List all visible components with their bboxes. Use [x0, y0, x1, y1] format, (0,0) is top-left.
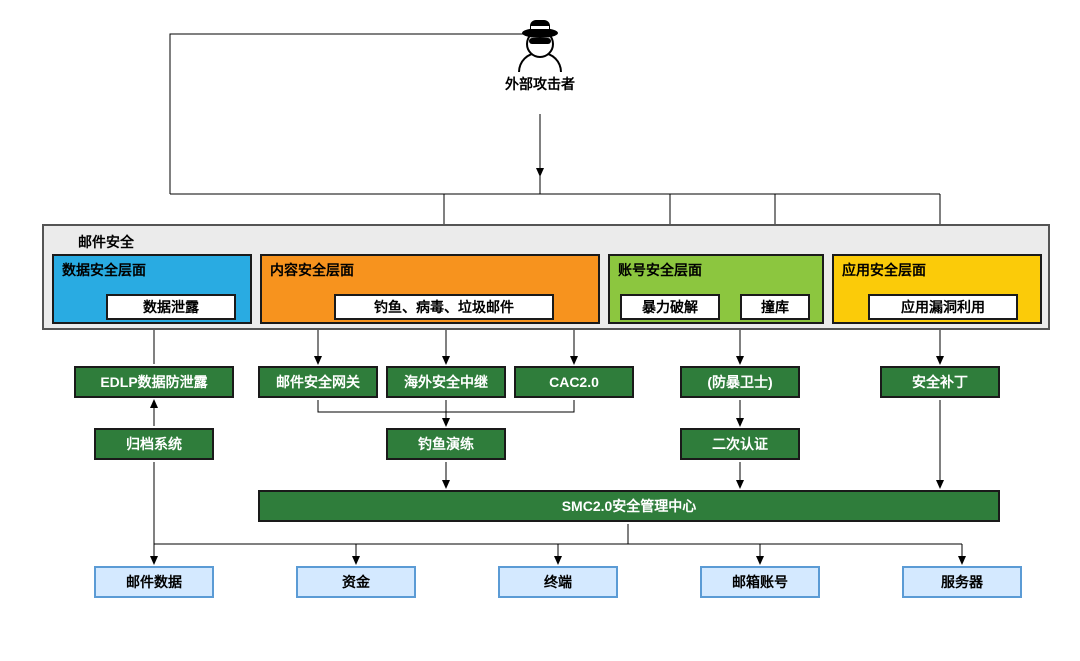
- threat-phish-label: 钓鱼、病毒、垃圾邮件: [374, 297, 514, 317]
- defense-gateway-label: 邮件安全网关: [276, 372, 360, 392]
- threat-vuln-exploit: 应用漏洞利用: [868, 294, 1018, 320]
- defense-2fa-label: 二次认证: [712, 434, 768, 454]
- smc-label: SMC2.0安全管理中心: [562, 496, 697, 516]
- threat-credential-stuffing: 撞库: [740, 294, 810, 320]
- asset-maildata: 邮件数据: [94, 566, 214, 598]
- defense-guard-label: (防暴卫士): [707, 372, 772, 392]
- layer-content-title: 内容安全层面: [270, 260, 354, 280]
- defense-cac: CAC2.0: [514, 366, 634, 398]
- defense-drill-label: 钓鱼演练: [418, 434, 474, 454]
- threat-data-leak: 数据泄露: [106, 294, 236, 320]
- defense-gateway: 邮件安全网关: [258, 366, 378, 398]
- defense-edlp: EDLP数据防泄露: [74, 366, 234, 398]
- defense-patch: 安全补丁: [880, 366, 1000, 398]
- threat-bruteforce: 暴力破解: [620, 294, 720, 320]
- defense-guard: (防暴卫士): [680, 366, 800, 398]
- defense-archive-label: 归档系统: [126, 434, 182, 454]
- threat-data-leak-label: 数据泄露: [143, 297, 199, 317]
- asset-mailacct-label: 邮箱账号: [732, 572, 788, 592]
- defense-overseas-label: 海外安全中继: [404, 372, 488, 392]
- defense-edlp-label: EDLP数据防泄露: [100, 372, 207, 392]
- layer-app-title: 应用安全层面: [842, 260, 926, 280]
- attacker-label: 外部攻击者: [496, 74, 584, 94]
- asset-funds: 资金: [296, 566, 416, 598]
- defense-overseas: 海外安全中继: [386, 366, 506, 398]
- threat-vuln-label: 应用漏洞利用: [901, 297, 985, 317]
- layer-account-title: 账号安全层面: [618, 260, 702, 280]
- asset-server-label: 服务器: [941, 572, 983, 592]
- asset-maildata-label: 邮件数据: [126, 572, 182, 592]
- arrows-layer: [0, 0, 1080, 661]
- asset-server: 服务器: [902, 566, 1022, 598]
- attacker-icon: [520, 20, 560, 68]
- asset-funds-label: 资金: [342, 572, 370, 592]
- defense-patch-label: 安全补丁: [912, 372, 968, 392]
- threat-bruteforce-label: 暴力破解: [642, 297, 698, 317]
- threat-phish-virus-spam: 钓鱼、病毒、垃圾邮件: [334, 294, 554, 320]
- asset-terminal-label: 终端: [544, 572, 572, 592]
- diagram-stage: 外部攻击者 邮件安全 数据安全层面 数据泄露 内容安全层面 钓鱼、病毒、垃圾邮件…: [0, 0, 1080, 661]
- smc-bar: SMC2.0安全管理中心: [258, 490, 1000, 522]
- asset-mailacct: 邮箱账号: [700, 566, 820, 598]
- asset-terminal: 终端: [498, 566, 618, 598]
- layer-data-title: 数据安全层面: [62, 260, 146, 280]
- defense-2fa: 二次认证: [680, 428, 800, 460]
- threat-cred-label: 撞库: [761, 297, 789, 317]
- defense-cac-label: CAC2.0: [549, 374, 599, 390]
- defense-archive: 归档系统: [94, 428, 214, 460]
- defense-drill: 钓鱼演练: [386, 428, 506, 460]
- mail-security-title: 邮件安全: [78, 232, 134, 252]
